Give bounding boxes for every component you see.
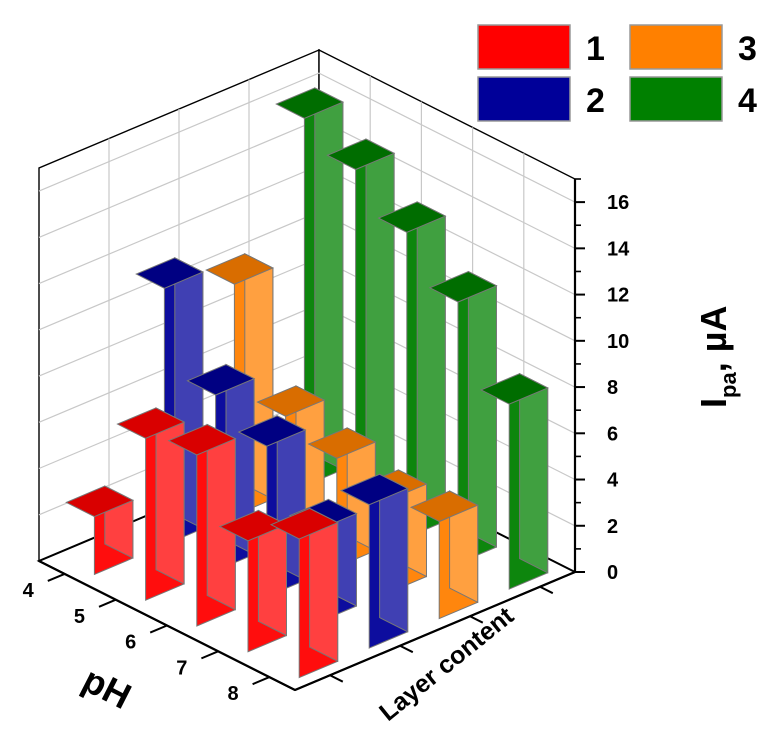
- bar-face-side: [155, 407, 185, 585]
- y-tick: [539, 585, 554, 595]
- bar-face-top: [428, 271, 498, 303]
- bar-face-top: [135, 257, 205, 289]
- bar-face-top: [307, 427, 377, 459]
- z-tick-label: 0: [607, 562, 618, 584]
- z-tick-label: 10: [607, 331, 629, 353]
- bar-face-top: [205, 253, 275, 285]
- legend-label-3: 3: [738, 30, 757, 68]
- z-tick-label: 6: [607, 423, 618, 445]
- legend-label-4: 4: [738, 82, 757, 120]
- bar-ph-6-series-4: [377, 201, 447, 539]
- x-tick: [252, 676, 270, 686]
- y-tick: [469, 615, 484, 624]
- legend-swatch-3: [629, 24, 723, 70]
- bar-ph-8-series-1: [269, 507, 339, 679]
- x-tick-label: 6: [125, 632, 136, 654]
- bar-face-top: [275, 87, 345, 119]
- bar-face-side: [206, 423, 236, 611]
- legend-label-2: 2: [586, 82, 605, 120]
- z-axis-title-sub: pa: [716, 372, 741, 398]
- bars: [65, 87, 549, 679]
- bar-face-top: [167, 423, 237, 456]
- z-tick-label: 14: [607, 238, 630, 260]
- bar-ph-8-series-2: [339, 473, 409, 649]
- bar-face-top: [186, 363, 256, 396]
- bar-face-top: [256, 385, 326, 417]
- bar-face-top: [377, 201, 447, 233]
- z-axis-title-main: I: [693, 398, 734, 408]
- x-tick: [201, 650, 219, 660]
- bar-ph-4-series-1: [65, 485, 135, 576]
- bar-ph-4-series-4: [275, 87, 345, 487]
- y-axis-line: [294, 570, 576, 692]
- x-axis-title: pH: [76, 659, 137, 717]
- legend-swatch-1: [477, 24, 571, 70]
- z-tick-label: 4: [607, 470, 619, 492]
- bar-face-side: [416, 201, 446, 523]
- bar-face-top: [339, 473, 409, 506]
- bar-ph-6-series-1: [167, 423, 237, 627]
- bar-ph-5-series-1: [116, 407, 186, 601]
- bar-face-top: [116, 407, 186, 439]
- bar-face-top: [65, 485, 135, 518]
- bar-ph-8-series-4: [479, 372, 549, 590]
- x-tick-label: 7: [176, 657, 187, 679]
- bar-face-top: [237, 415, 307, 447]
- bar-face-top: [479, 373, 549, 405]
- bar-face-side: [519, 372, 549, 574]
- bar-ph-7-series-1: [218, 509, 288, 653]
- axes: 0 2 4 6 8 10 12 14 16 8 7 6 5 4: [23, 178, 630, 705]
- bar-ph-8-series-3: [409, 490, 479, 620]
- legend: 1 2 3 4: [477, 24, 757, 122]
- x-tick-label: 5: [74, 606, 85, 628]
- bar-ph-7-series-4: [428, 270, 498, 565]
- legend-label-1: 1: [586, 30, 605, 68]
- bar-face-top: [409, 490, 479, 523]
- x-tick: [149, 624, 168, 634]
- x-tick: [47, 572, 65, 582]
- z-axis-title-unit: , µA: [693, 306, 734, 373]
- x-tick-label: 8: [227, 683, 238, 705]
- bar-face-top: [269, 507, 339, 540]
- y-tick: [329, 674, 344, 683]
- z-tick-label: 16: [607, 192, 629, 214]
- bar-face-top: [218, 509, 288, 542]
- y-tick: [399, 644, 414, 654]
- x-tick-label: 4: [23, 580, 35, 602]
- z-tick-label: 2: [607, 516, 618, 538]
- bar-face-top: [326, 138, 396, 171]
- legend-swatch-4: [629, 76, 723, 122]
- z-axis-title: Ipa, µA: [693, 306, 741, 408]
- legend-swatch-2: [477, 76, 571, 122]
- gridline-z: [38, 72, 576, 203]
- x-tick: [98, 598, 117, 608]
- z-tick-label: 8: [607, 377, 618, 399]
- z-tick-label: 12: [607, 285, 629, 307]
- bar-ph-5-series-4: [326, 138, 396, 513]
